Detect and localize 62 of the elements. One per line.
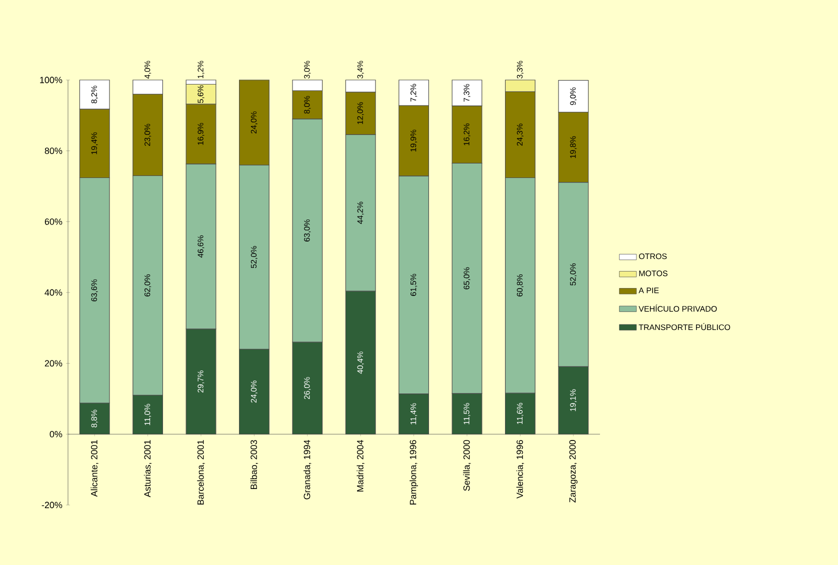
x-tick-label: Valencia, 1996 [516, 440, 524, 499]
x-tick-label: Alicante, 2001 [90, 440, 98, 497]
x-tick-label: Barcelona, 2001 [197, 440, 205, 505]
data-label: 61,5% [410, 274, 418, 296]
data-label: 9,0% [570, 87, 577, 106]
data-label: 4,0% [144, 60, 152, 79]
data-label: 19,1% [570, 389, 577, 412]
data-label: 16,2% [464, 123, 470, 146]
data-label: 24,3% [516, 124, 524, 146]
data-label: 7,2% [410, 84, 418, 102]
x-tick-label: Asturias, 2001 [144, 440, 152, 498]
legend-label: OTROS [639, 253, 667, 260]
data-label: 7,3% [464, 84, 470, 102]
data-label: 19,9% [410, 130, 418, 152]
data-label: 12,0% [357, 102, 364, 124]
data-label: 8,2% [91, 86, 98, 104]
data-label: 19,8% [570, 136, 577, 158]
data-label: 1,2% [198, 60, 204, 78]
data-label: 63,6% [91, 279, 98, 302]
y-tick-label: 20% [44, 360, 62, 367]
data-label: 24,0% [250, 380, 258, 403]
data-label: 8,8% [91, 410, 98, 428]
data-label: 40,4% [357, 352, 364, 374]
data-label: 19,4% [91, 132, 98, 154]
y-tick-label: 100% [40, 76, 62, 84]
data-label: 52,0% [250, 246, 258, 268]
x-tick-label: Madrid, 2004 [356, 440, 364, 492]
y-tick-label: 0% [50, 430, 62, 438]
data-label: 63,0% [304, 219, 311, 242]
y-tick-label: 40% [44, 289, 62, 296]
legend-label: MOTOS [639, 270, 668, 276]
data-label: 60,8% [516, 274, 524, 296]
y-tick-label: -20% [42, 502, 62, 508]
data-label: 3,4% [357, 60, 364, 78]
data-label: 5,6% [198, 85, 204, 103]
data-label: 29,7% [198, 370, 204, 393]
x-tick-label: Zaragoza, 2000 [569, 440, 578, 502]
data-label: 62,0% [144, 274, 152, 296]
data-label: 24,0% [250, 111, 258, 134]
data-label: 3,3% [516, 60, 524, 78]
data-label: 11,4% [410, 403, 418, 424]
data-label: 8,0% [304, 96, 311, 114]
x-tick-label: Sevilla, 2000 [463, 440, 471, 491]
data-label: 11,6% [516, 402, 524, 424]
legend-label: A PIE [638, 288, 659, 294]
y-tick-label: 80% [44, 148, 62, 154]
data-label: 3,0% [304, 60, 311, 78]
data-label: 46,6% [198, 235, 204, 258]
legend-label: VEHÍCULO PRIVADO [638, 304, 717, 312]
x-tick-label: Bilbao, 2003 [250, 440, 258, 490]
data-label: 26,0% [304, 377, 311, 400]
data-label: 16,9% [198, 122, 204, 145]
x-tick-label: Pamplona, 1996 [410, 440, 418, 505]
x-tick-label: Granada, 1994 [304, 440, 312, 500]
data-label: 44,2% [357, 202, 364, 224]
data-label: 52,0% [570, 263, 577, 286]
y-tick-label: 60% [44, 218, 62, 225]
data-label: 11,0% [144, 404, 152, 426]
legend-label: TRANSPORTE PÚBLICO [638, 323, 730, 330]
data-label: 11,5% [464, 403, 470, 424]
data-label: 23,0% [144, 124, 152, 146]
data-label: 65,0% [464, 267, 470, 290]
